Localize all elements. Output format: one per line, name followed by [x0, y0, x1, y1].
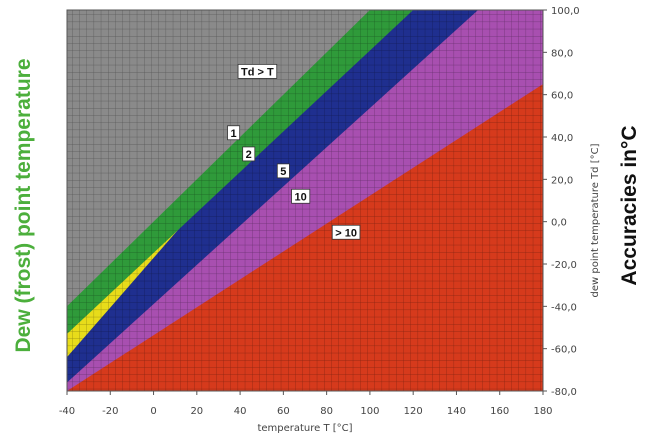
y-tick-label: -60,0 [551, 345, 577, 356]
y-tick-label: -40,0 [551, 302, 577, 313]
y-tick-label: 0,0 [551, 218, 567, 229]
svg-text:5: 5 [280, 166, 286, 178]
tick-labels: -40 -20 0 20 40 60 80 100 120 140 160 180100,080,06… [59, 6, 580, 417]
x-tick-label: 40 [234, 406, 247, 417]
x-tick-label: -40 [59, 406, 75, 417]
svg-text:Td > T: Td > T [241, 66, 274, 78]
x-tick-label: 60 [277, 406, 290, 417]
x-tick-label: 100 [360, 406, 379, 417]
left-title: Dew (frost) point temperature [12, 58, 35, 352]
plot-frame [66, 9, 544, 392]
y-tick-label: 40,0 [551, 133, 573, 144]
x-tick-label: 20 [190, 406, 203, 417]
x-tick-label: 140 [447, 406, 466, 417]
plot-area: Td > T 12 5 10 > 10 [66, 9, 544, 392]
y-tick-label: 20,0 [551, 175, 573, 186]
right-title: Accuracies in°C [618, 125, 641, 285]
x-tick-label: -20 [102, 406, 118, 417]
zone-label-1: 1 [227, 125, 241, 141]
y-tick-label: 100,0 [551, 6, 580, 17]
y-tick-label: 60,0 [551, 91, 573, 102]
x-tick-label: 120 [404, 406, 423, 417]
svg-text:1: 1 [231, 128, 237, 140]
y-tick-label: -20,0 [551, 260, 577, 271]
svg-text:> 10: > 10 [335, 227, 357, 239]
y-axis-label: dew point temperature Td [°C] [590, 143, 601, 297]
zone-label-5: > 10 [331, 224, 361, 240]
zone-label-2: 2 [242, 146, 256, 162]
y-tick-label: 80,0 [551, 48, 573, 59]
x-tick-label: 160 [490, 406, 509, 417]
x-tick-label: 0 [150, 406, 156, 417]
zone-label-4: 10 [291, 188, 311, 204]
zone-label-3: 5 [276, 163, 290, 179]
y-tick-label: -80,0 [551, 387, 577, 398]
x-tick-label: 80 [320, 406, 333, 417]
zone-label-0: Td > T [237, 63, 278, 79]
x-axis-label: temperature T [°C] [257, 423, 352, 434]
x-tick-label: 180 [533, 406, 552, 417]
svg-text:2: 2 [246, 149, 252, 161]
svg-text:10: 10 [295, 191, 307, 203]
